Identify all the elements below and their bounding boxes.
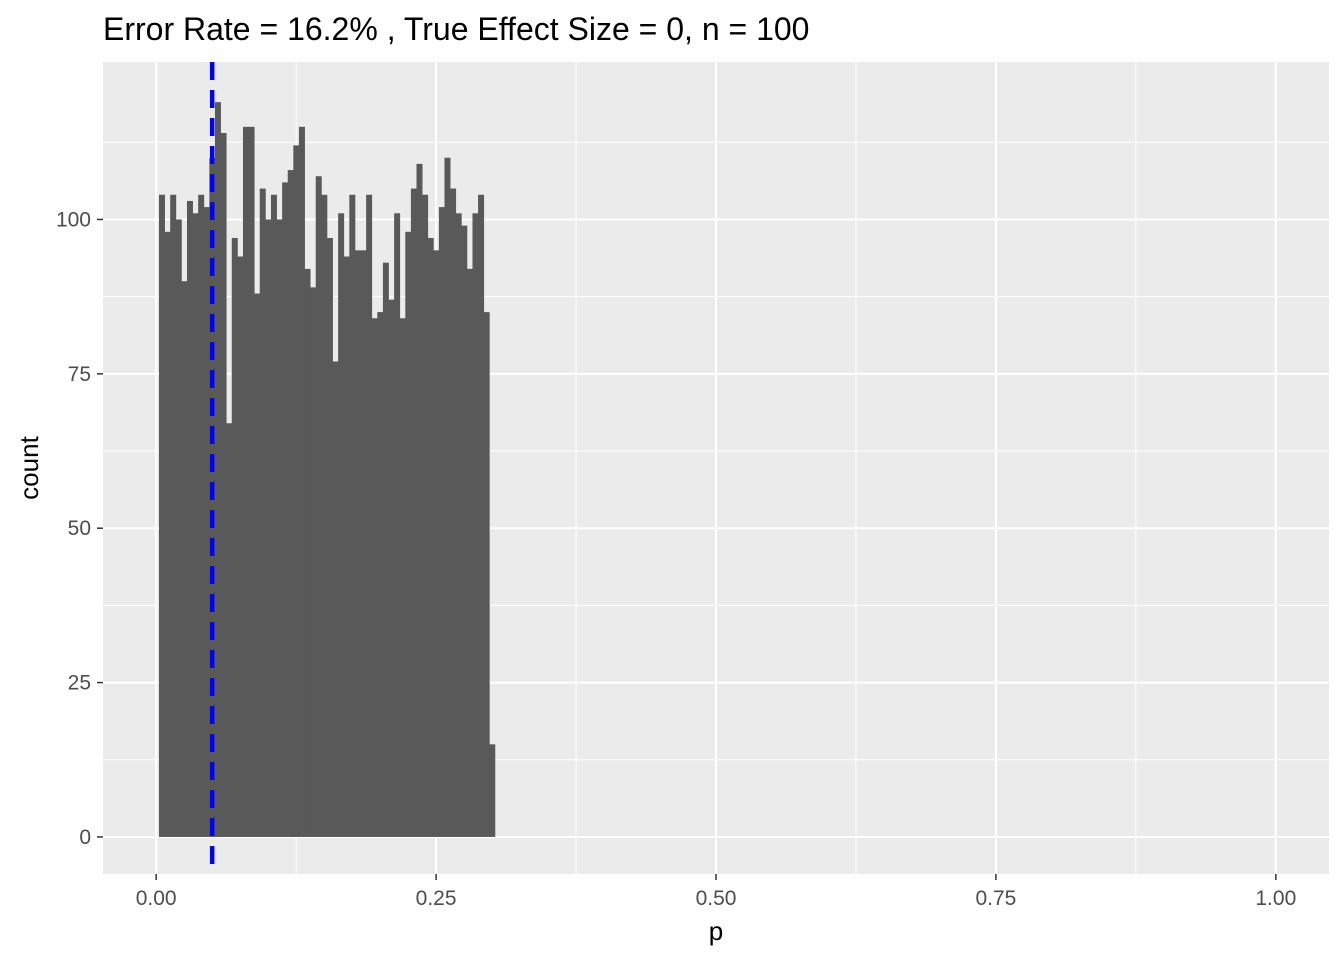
histogram-bar: [259, 188, 266, 837]
histogram-bar: [203, 207, 210, 837]
y-tick-label: 25: [68, 672, 91, 695]
histogram-bars: [158, 102, 496, 837]
histogram-bar: [416, 163, 423, 837]
histogram-bar: [444, 157, 451, 837]
y-axis: 0 25 50 75 100: [56, 208, 103, 849]
histogram-bar: [427, 237, 434, 837]
histogram-bar: [343, 256, 350, 837]
x-axis-title: p: [709, 916, 723, 946]
histogram-bar: [164, 231, 171, 837]
histogram-bar: [310, 287, 317, 837]
histogram-bar: [360, 250, 367, 837]
x-axis: 0.00 0.25 0.50 0.75 1.00: [136, 874, 1296, 910]
histogram-bar: [293, 145, 300, 837]
histogram-bar: [237, 256, 244, 837]
histogram-bar: [382, 262, 389, 837]
histogram-bar: [450, 188, 457, 837]
histogram-bar: [405, 231, 412, 837]
histogram-bar: [175, 219, 182, 837]
histogram-bar: [220, 133, 227, 837]
histogram-bar: [388, 299, 395, 837]
histogram-bar: [231, 237, 238, 837]
y-axis-title: count: [14, 435, 44, 499]
histogram-bar: [478, 194, 485, 837]
histogram-bar: [349, 194, 356, 837]
histogram-bar: [399, 318, 406, 837]
histogram-bar: [338, 213, 345, 837]
y-tick-label: 100: [56, 208, 91, 231]
histogram-bar: [226, 423, 233, 837]
x-tick-label: 0.00: [136, 887, 177, 910]
chart-title: Error Rate = 16.2% , True Effect Size = …: [103, 11, 809, 47]
histogram-bar: [170, 194, 177, 837]
histogram-bar: [254, 293, 261, 837]
x-tick-label: 0.75: [975, 887, 1016, 910]
histogram-bar: [332, 361, 339, 837]
x-tick-label: 0.25: [416, 887, 457, 910]
histogram-bar: [438, 207, 445, 837]
histogram-bar: [315, 176, 322, 837]
histogram-bar: [455, 213, 462, 837]
histogram-bar: [242, 126, 249, 837]
histogram-bar: [377, 312, 384, 837]
histogram-bar: [265, 219, 272, 837]
histogram-bar: [371, 318, 378, 837]
x-tick-label: 0.50: [696, 887, 737, 910]
histogram-bar: [270, 194, 277, 837]
histogram-bar: [422, 194, 429, 837]
histogram-bar: [282, 182, 289, 837]
histogram-bar: [326, 237, 333, 837]
histogram-bar: [410, 188, 417, 837]
histogram-bar: [304, 268, 311, 837]
histogram-bar: [366, 194, 373, 837]
histogram-bar: [158, 194, 165, 837]
histogram-bar: [198, 194, 205, 837]
histogram-bar: [298, 126, 305, 837]
histogram-bar: [192, 213, 199, 837]
y-tick-label: 75: [68, 363, 91, 386]
histogram-bar: [433, 250, 440, 837]
histogram-bar: [276, 219, 283, 837]
histogram-bar: [214, 102, 221, 837]
x-tick-label: 1.00: [1255, 887, 1296, 910]
histogram-bar: [186, 200, 193, 837]
histogram-bar: [461, 225, 468, 837]
histogram-bar: [354, 250, 361, 837]
histogram-bar: [489, 744, 496, 837]
y-tick-label: 50: [68, 517, 91, 540]
histogram-bar: [394, 213, 401, 837]
histogram-bar: [321, 194, 328, 837]
histogram-bar: [466, 268, 473, 837]
histogram-bar: [472, 213, 479, 837]
histogram-bar: [483, 312, 490, 837]
histogram-bar: [287, 170, 294, 837]
histogram-bar: [181, 281, 188, 837]
y-tick-label: 0: [79, 826, 91, 849]
histogram-bar: [248, 126, 255, 837]
